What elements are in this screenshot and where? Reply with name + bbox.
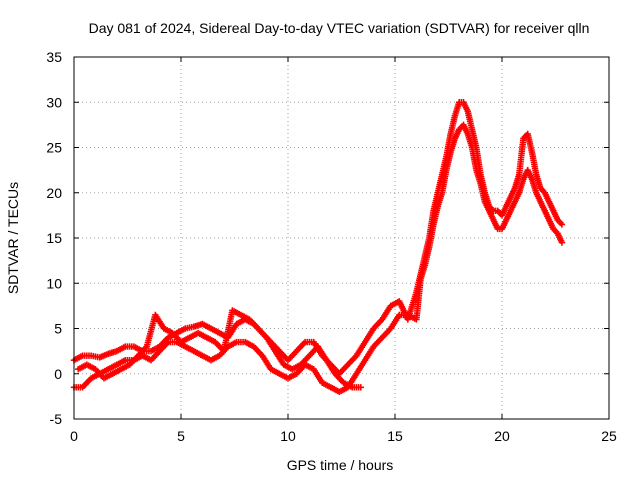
x-tick-label: 0 xyxy=(70,428,78,444)
y-tick-label: 10 xyxy=(46,275,62,291)
y-tick-label: -5 xyxy=(50,411,63,427)
y-tick-label: 5 xyxy=(54,321,62,337)
x-tick-label: 15 xyxy=(387,428,403,444)
y-tick-label: 35 xyxy=(46,49,62,65)
x-tick-label: 10 xyxy=(280,428,296,444)
y-tick-label: 0 xyxy=(54,366,62,382)
y-tick-label: 25 xyxy=(46,140,62,156)
data-point xyxy=(558,239,566,246)
x-tick-label: 20 xyxy=(494,428,510,444)
chart-title: Day 081 of 2024, Sidereal Day-to-day VTE… xyxy=(89,20,590,36)
data-layer xyxy=(70,99,566,396)
x-axis-label: GPS time / hours xyxy=(287,457,394,473)
x-tick-label: 5 xyxy=(177,428,185,444)
grid-layer xyxy=(74,57,609,419)
data-point xyxy=(558,221,566,228)
x-tick-label: 25 xyxy=(601,428,617,444)
y-tick-label: 30 xyxy=(46,94,62,110)
tick-layer: 0 5 10 15 20 25 -5 0 5 10 15 20 25 30 35 xyxy=(46,49,617,444)
data-point xyxy=(357,384,364,391)
series-2 xyxy=(75,307,364,391)
y-tick-label: 15 xyxy=(46,230,62,246)
series-1 xyxy=(70,121,566,396)
y-axis-label: SDTVAR / TECUs xyxy=(5,182,21,294)
y-tick-label: 20 xyxy=(46,185,62,201)
